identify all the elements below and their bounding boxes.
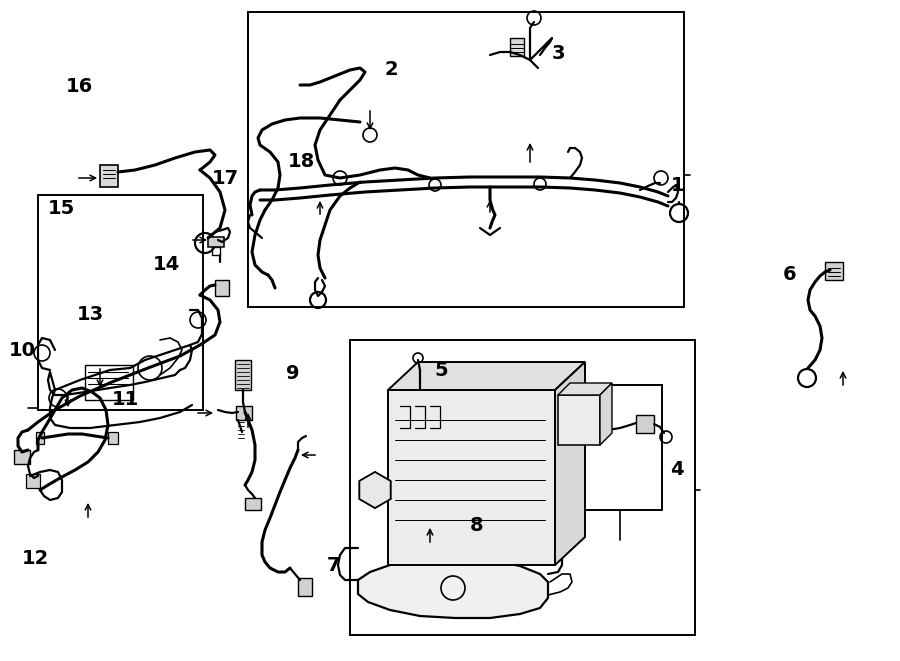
Bar: [100, 165, 118, 187]
Text: 13: 13: [76, 305, 104, 324]
Bar: [825, 262, 843, 280]
Bar: [350, 340, 695, 635]
Polygon shape: [600, 383, 612, 445]
Bar: [298, 578, 312, 596]
Text: 14: 14: [153, 255, 180, 274]
Bar: [208, 237, 224, 247]
Text: 9: 9: [286, 364, 299, 383]
Text: 10: 10: [9, 341, 36, 360]
Bar: [248, 12, 684, 307]
Bar: [558, 395, 600, 445]
Text: 6: 6: [783, 265, 796, 284]
Polygon shape: [555, 362, 585, 565]
Text: 2: 2: [384, 60, 399, 79]
Bar: [85, 365, 133, 400]
Bar: [38, 195, 203, 410]
Polygon shape: [388, 362, 585, 390]
Bar: [236, 406, 252, 420]
Bar: [108, 432, 118, 444]
Bar: [14, 450, 30, 464]
Text: 3: 3: [551, 44, 565, 63]
Bar: [215, 280, 229, 296]
Polygon shape: [359, 472, 391, 508]
Bar: [212, 247, 220, 255]
Bar: [388, 390, 555, 565]
Bar: [510, 38, 524, 56]
Bar: [245, 498, 261, 510]
Text: 17: 17: [212, 169, 239, 188]
Text: 12: 12: [22, 549, 50, 568]
Polygon shape: [358, 558, 548, 618]
Bar: [636, 415, 654, 433]
Polygon shape: [558, 383, 612, 395]
Text: 11: 11: [112, 391, 140, 409]
Bar: [235, 360, 251, 390]
Text: 8: 8: [470, 516, 484, 535]
Bar: [26, 474, 40, 488]
Text: 5: 5: [434, 361, 448, 380]
Text: 18: 18: [288, 153, 315, 171]
Text: 7: 7: [326, 556, 340, 575]
Bar: [36, 432, 44, 444]
Bar: [542, 385, 662, 510]
Text: 1: 1: [670, 176, 684, 194]
Text: 15: 15: [48, 199, 75, 218]
Text: 4: 4: [670, 460, 684, 479]
Text: 16: 16: [66, 77, 93, 96]
